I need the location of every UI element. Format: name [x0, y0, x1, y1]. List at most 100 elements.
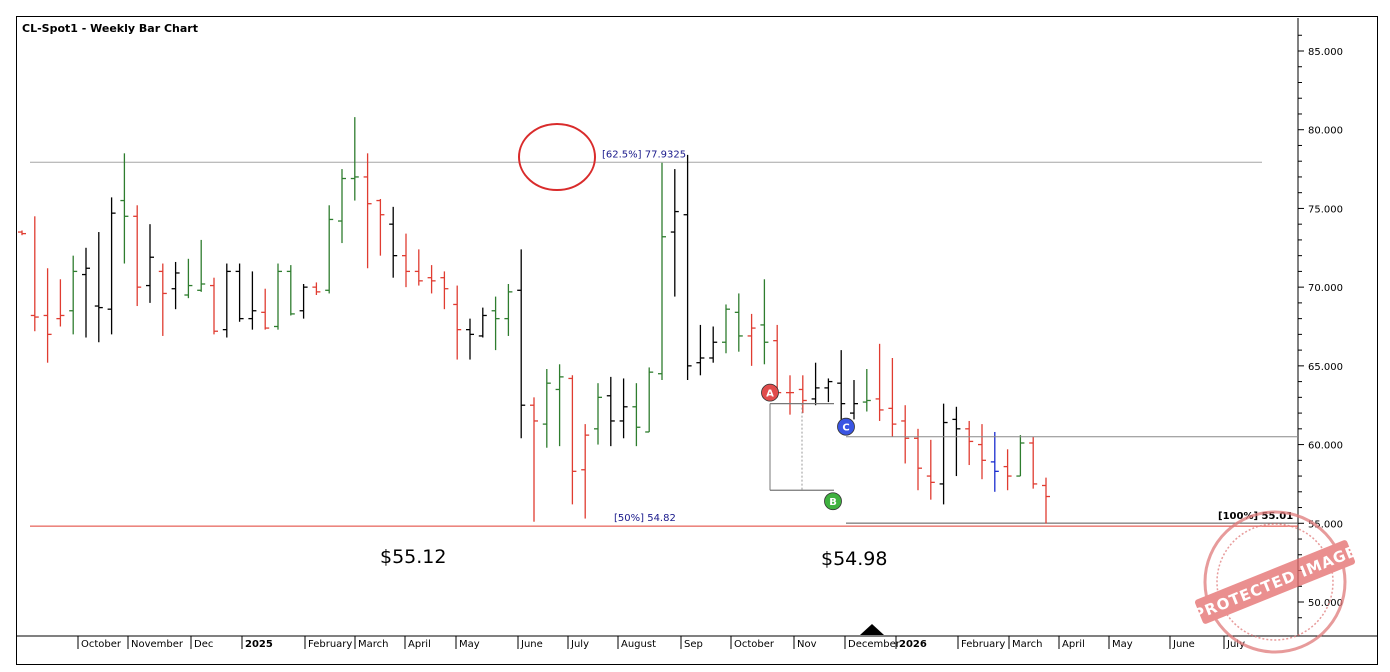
y-tick-label: 50.000: [1308, 598, 1343, 609]
ohlc-bar: [133, 205, 142, 307]
ohlc-bar: [696, 324, 705, 376]
ohlc-bar: [491, 296, 500, 351]
month-label: March: [1012, 639, 1042, 650]
ohlc-bar: [389, 206, 398, 278]
ohlc-bar: [888, 357, 897, 437]
ohlc-bar: [798, 375, 807, 414]
y-tick-label: 60.000: [1308, 441, 1343, 452]
ohlc-bar: [414, 249, 423, 286]
ohlc-bar: [632, 383, 641, 447]
fib-label-50: [50%] 54.82: [614, 513, 676, 524]
ohlc-bar: [107, 197, 116, 335]
month-label: 2025: [245, 639, 273, 650]
chart-title: CL-Spot1 - Weekly Bar Chart: [22, 22, 198, 35]
y-tick-label: 65.000: [1308, 362, 1343, 373]
ohlc-bar: [94, 232, 103, 343]
y-tick-label: 55.000: [1308, 519, 1343, 530]
ohlc-bar: [837, 350, 846, 421]
ohlc-bar: [43, 268, 52, 363]
ohlc-bar: [504, 283, 513, 336]
chart-frame: [16, 16, 1378, 665]
ohlc-bar: [69, 255, 78, 335]
y-tick-label: 75.000: [1308, 204, 1343, 215]
month-label: June: [520, 639, 543, 650]
ohlc-bar: [453, 285, 462, 360]
y-tick-label: 85.000: [1308, 47, 1343, 58]
month-label: July: [570, 639, 589, 650]
price-note-low-1: $55.12: [380, 546, 446, 568]
ohlc-bar: [1029, 436, 1038, 489]
ohlc-bar: [402, 233, 410, 288]
ohlc-bar: [747, 313, 756, 366]
month-label: April: [1062, 639, 1085, 650]
pivot-c-marker-icon: [837, 417, 855, 436]
month-label: October: [81, 639, 122, 650]
ohlc-bar: [299, 283, 308, 319]
y-tick-label: 80.000: [1308, 126, 1343, 137]
y-tick-label: 70.000: [1308, 283, 1343, 294]
ohlc-bar: [568, 375, 577, 505]
ohlc-bar: [542, 369, 551, 448]
ohlc-bar: [158, 263, 167, 336]
ohlc-bar: [952, 406, 961, 477]
ohlc-bar: [248, 271, 257, 330]
ohlc-bar: [18, 230, 26, 236]
ohlc-bar: [363, 153, 372, 269]
ohlc-bar: [30, 216, 39, 332]
month-label: Dec: [194, 639, 213, 650]
month-label: Sep: [684, 639, 703, 650]
ohlc-bar: [555, 364, 564, 447]
protected-image-stamp: PROTECTED IMAGE: [1191, 510, 1360, 654]
ohlc-bar: [274, 263, 282, 330]
month-label: August: [621, 639, 656, 650]
ohlc-bar: [440, 271, 449, 310]
ohlc-bar: [466, 318, 474, 360]
ohlc-bar: [146, 224, 154, 303]
fibonacci-levels: [62.5%] 77.9325 [50%] 54.82 [100%] 55.01: [30, 149, 1298, 527]
ohlc-bar: [594, 383, 602, 445]
ohlc-bar: [965, 420, 974, 466]
highlight-circle: [518, 123, 596, 191]
ohlc-bar: [222, 263, 231, 338]
ohlc-bar: [350, 117, 359, 201]
ohlc-bar: [56, 279, 65, 327]
ohlc-bar: [1016, 435, 1025, 477]
ohlc-bar: [325, 205, 334, 294]
price-note-low-2: $54.98: [821, 548, 887, 570]
month-label: October: [734, 639, 775, 650]
ohlc-bar: [376, 198, 385, 256]
ohlc-bar: [197, 239, 206, 292]
ohlc-bar: [312, 282, 321, 296]
ohlc-bar: [338, 169, 346, 244]
ohlc-bar: [901, 405, 910, 464]
ohlc-bar: [286, 265, 295, 316]
ohlc-bar: [82, 247, 90, 338]
ohlc-bar: [734, 293, 743, 352]
ohlc-bar: [606, 376, 615, 447]
month-label: June: [1172, 639, 1195, 650]
month-label: February: [961, 639, 1005, 650]
ohlc-bar: [645, 367, 654, 433]
ohlc-bar: [530, 397, 538, 522]
ohlc-bar: [926, 439, 935, 500]
time-axis: October November Dec 2025 February March April…: [17, 624, 1378, 650]
ohlc-bar: [939, 403, 948, 505]
ohlc-bar: [658, 162, 666, 381]
ohlc-bar: [1003, 449, 1012, 491]
ohlc-bar: [235, 263, 244, 322]
projection-label: [100%] 55.01: [1218, 511, 1293, 522]
price-axis: 85.000 80.000 75.000 70.000 65.000 60.000 55.0…: [1297, 18, 1343, 636]
month-label: March: [358, 639, 388, 650]
ohlc-bar: [619, 378, 628, 439]
month-label: February: [308, 639, 352, 650]
price-bars: [18, 117, 1050, 524]
month-label: 2026: [899, 639, 927, 650]
pivot-a-label: A: [766, 389, 774, 400]
month-label: November: [131, 639, 184, 650]
ohlc-bar: [875, 343, 884, 421]
ohlc-bar: [709, 326, 718, 363]
pivot-b-marker-icon: [824, 492, 842, 511]
ohlc-bar: [581, 424, 590, 519]
pivot-b-label: B: [829, 497, 837, 508]
